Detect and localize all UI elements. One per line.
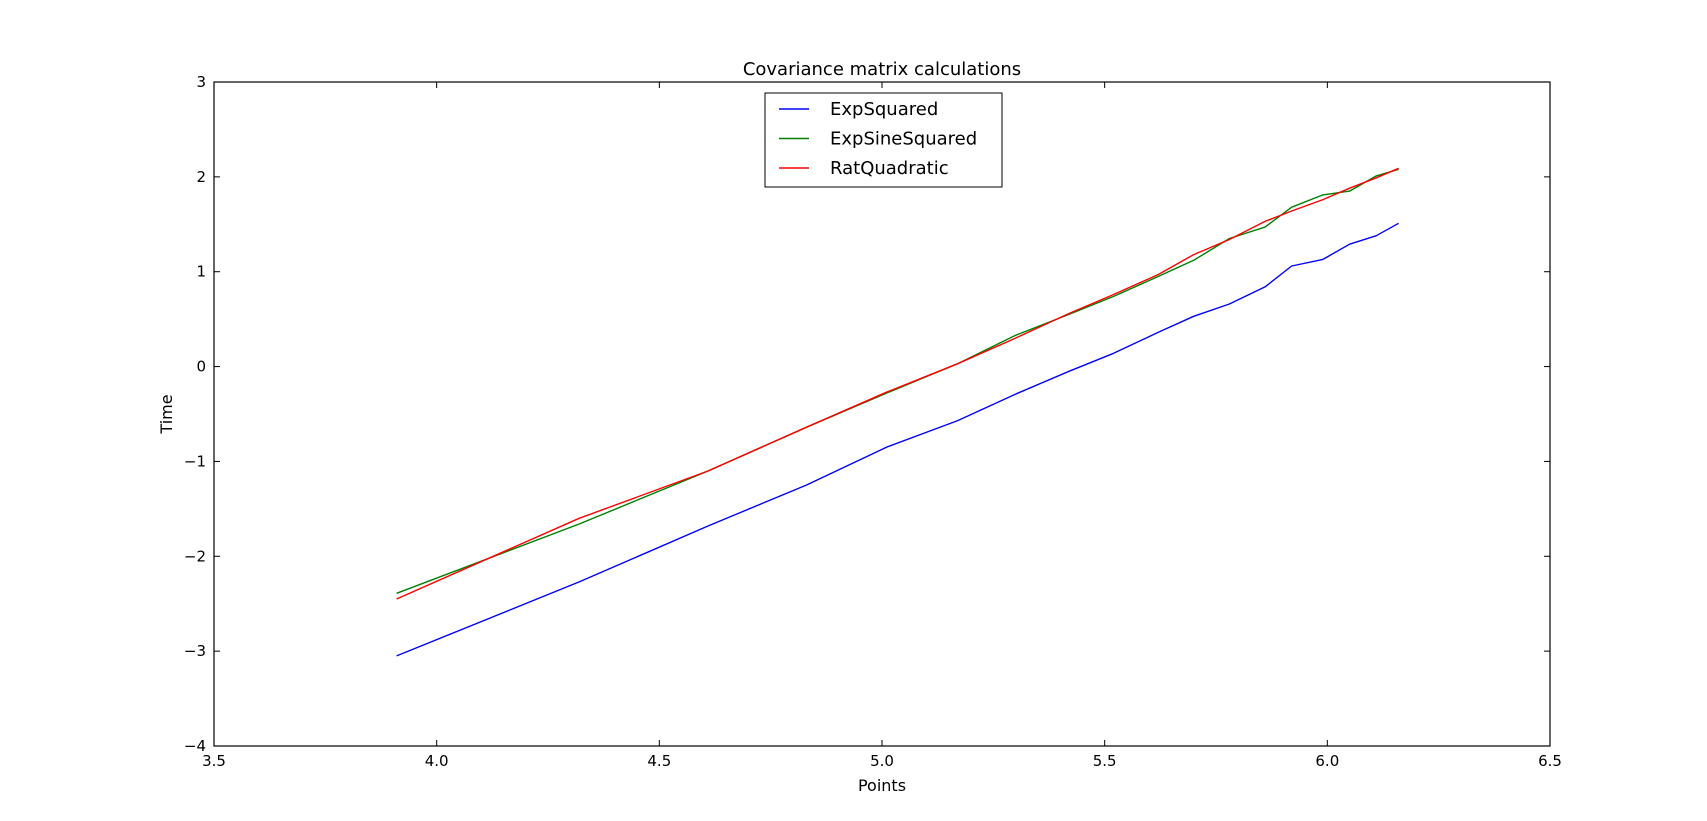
series-line-expsquared — [396, 222, 1399, 657]
x-tick-label: 5.0 — [870, 752, 894, 770]
y-tick-label: −2 — [184, 547, 206, 565]
legend-label: RatQuadratic — [830, 158, 949, 179]
x-tick-label: 6.5 — [1538, 752, 1562, 770]
x-tick-label: 4.0 — [425, 752, 449, 770]
y-tick-label: 0 — [196, 358, 206, 376]
y-tick-label: 2 — [196, 168, 206, 186]
y-tick-label: −1 — [184, 452, 206, 470]
legend: ExpSquared ExpSineSquared RatQuadratic — [764, 92, 1003, 188]
y-tick-label: 3 — [196, 73, 206, 91]
y-tick-label: −4 — [184, 737, 206, 755]
x-axis-label: Points — [858, 776, 906, 795]
series-line-ratquadratic — [396, 167, 1399, 600]
series-layer — [396, 167, 1399, 657]
x-tick-label: 4.5 — [647, 752, 671, 770]
y-tick-label: 1 — [196, 263, 206, 281]
tick-layer: 3.5 4.0 4.5 5.0 5.5 6.0 6.5 −4 −3 −2 −1 0 1 2 3 — [184, 73, 1562, 770]
x-tick-label: 3.5 — [202, 752, 226, 770]
x-tick-label: 5.5 — [1093, 752, 1117, 770]
legend-label: ExpSquared — [830, 99, 938, 120]
y-tick-label: −3 — [184, 642, 206, 660]
x-tick-label: 6.0 — [1315, 752, 1339, 770]
legend-label: ExpSineSquared — [830, 129, 977, 150]
chart-title: Covariance matrix calculations — [743, 59, 1021, 80]
y-axis-label: Time — [157, 394, 176, 434]
